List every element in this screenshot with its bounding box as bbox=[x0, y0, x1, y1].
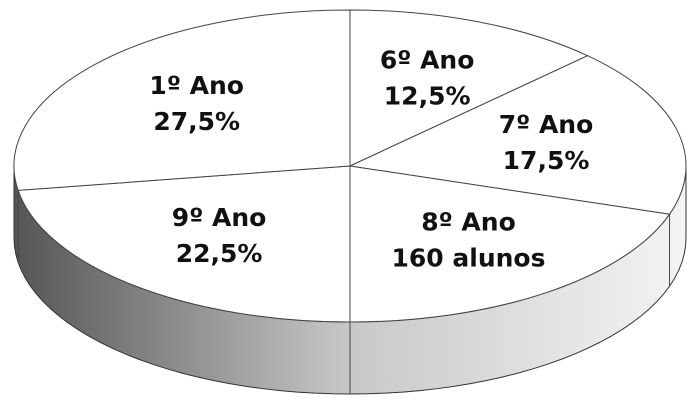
slice-category: 9º Ano bbox=[172, 203, 267, 232]
slice-label: 27,5% bbox=[153, 107, 240, 136]
slice-category: 6º Ano bbox=[380, 46, 475, 75]
pie-slice bbox=[348, 55, 687, 215]
pie-slice bbox=[17, 165, 351, 323]
slice-label: 22,5% bbox=[176, 239, 263, 268]
pie-slice bbox=[349, 9, 589, 167]
pie-slice bbox=[349, 165, 671, 323]
slice-label: 12,5% bbox=[384, 82, 471, 111]
slice-label: 160 alunos bbox=[392, 244, 546, 273]
slice-category: 8º Ano bbox=[421, 208, 516, 237]
slice-category: 7º Ano bbox=[499, 110, 594, 139]
slice-label: 17,5% bbox=[503, 146, 590, 175]
pie-slice bbox=[13, 9, 351, 191]
slice-category: 1º Ano bbox=[149, 71, 244, 100]
